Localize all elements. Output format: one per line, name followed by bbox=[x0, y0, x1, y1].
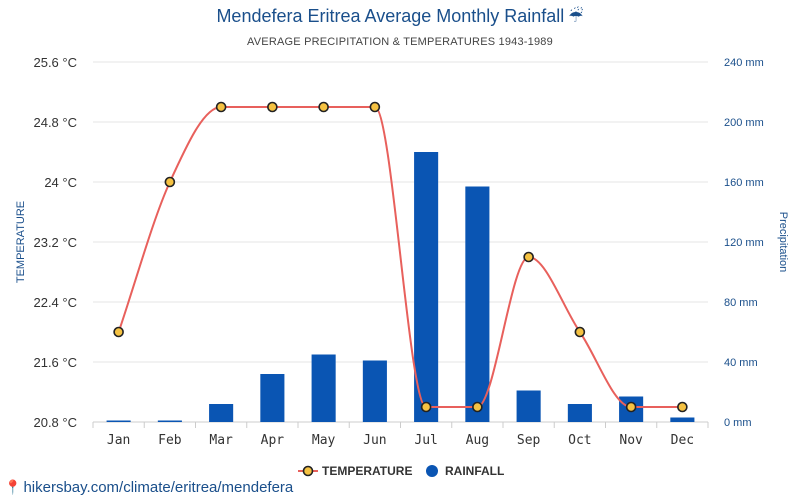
x-tick-label: Sep bbox=[517, 433, 541, 448]
left-tick-label: 24.8 °C bbox=[33, 115, 77, 130]
rainfall-bars bbox=[106, 152, 695, 422]
left-axis-title: TEMPERATURE bbox=[15, 201, 27, 283]
left-tick-label: 21.6 °C bbox=[33, 355, 77, 370]
temperature-point bbox=[267, 101, 278, 113]
rainfall-bar bbox=[414, 152, 439, 422]
grid-lines bbox=[92, 61, 709, 428]
chart-title: Mendefera Eritrea Average Monthly Rainfa… bbox=[0, 6, 800, 27]
rainfall-bar bbox=[209, 404, 234, 422]
chart-title-text: Mendefera Eritrea Average Monthly Rainfa… bbox=[216, 6, 565, 26]
axes: 25.6 °C 24.8 °C 24 °C 23.2 °C 22.4 °C 21.6 °C… bbox=[15, 55, 789, 448]
temperature-point bbox=[472, 401, 483, 413]
right-tick-label: 80 mm bbox=[724, 297, 758, 309]
umbrella-icon: ☔ bbox=[568, 7, 584, 26]
temperature-point bbox=[677, 401, 688, 413]
legend-temperature-label: TEMPERATURE bbox=[322, 464, 412, 478]
legend-rainfall-marker bbox=[426, 465, 438, 477]
x-tick-label: Aug bbox=[466, 433, 489, 448]
temperature-point bbox=[625, 401, 637, 413]
x-tick-label: May bbox=[312, 433, 336, 448]
rainfall-bar bbox=[260, 374, 285, 422]
source-link[interactable]: 📍 hikersbay.com/climate/eritrea/mendefera bbox=[4, 479, 293, 496]
x-tick-label: Jul bbox=[414, 433, 437, 448]
right-tick-label: 240 mm bbox=[724, 57, 764, 69]
temperature-point bbox=[523, 251, 534, 263]
location-pin-icon: 📍 bbox=[4, 479, 22, 495]
rainfall-bar bbox=[106, 420, 131, 422]
right-tick-label: 200 mm bbox=[724, 117, 764, 129]
x-tick-label: Mar bbox=[209, 433, 233, 448]
legend-temperature-marker bbox=[302, 465, 314, 477]
temperature-point bbox=[113, 326, 124, 338]
rainfall-bar bbox=[516, 390, 541, 422]
rainfall-bar bbox=[311, 354, 336, 422]
temperature-line bbox=[113, 101, 688, 413]
right-tick-label: 160 mm bbox=[724, 177, 764, 189]
temperature-point bbox=[318, 101, 329, 113]
chart-subtitle: AVERAGE PRECIPITATION & TEMPERATURES 194… bbox=[247, 36, 553, 48]
legend: TEMPERATURE RAINFALL bbox=[298, 464, 504, 478]
rainfall-bar bbox=[157, 420, 182, 422]
left-tick-label: 20.8 °C bbox=[33, 415, 77, 430]
temperature-point bbox=[369, 101, 381, 113]
rainfall-bar bbox=[465, 186, 490, 422]
left-tick-label: 22.4 °C bbox=[33, 295, 77, 310]
x-tick-label: Apr bbox=[261, 433, 285, 448]
temperature-point bbox=[215, 101, 227, 113]
x-tick-label: Jan bbox=[107, 433, 130, 448]
x-tick-label: Feb bbox=[158, 433, 182, 448]
source-link-text: hikersbay.com/climate/eritrea/mendefera bbox=[23, 479, 294, 496]
right-tick-label: 0 mm bbox=[724, 417, 752, 429]
right-tick-label: 120 mm bbox=[724, 237, 764, 249]
x-tick-label: Jun bbox=[363, 433, 386, 448]
rainfall-bar bbox=[670, 417, 695, 422]
left-tick-label: 25.6 °C bbox=[33, 55, 77, 70]
temperature-point bbox=[574, 326, 586, 338]
temperature-point bbox=[164, 176, 176, 188]
rainfall-bar bbox=[567, 404, 592, 422]
x-tick-label: Nov bbox=[619, 433, 643, 448]
x-tick-label: Oct bbox=[568, 433, 591, 448]
x-tick-label: Dec bbox=[671, 433, 694, 448]
left-tick-label: 23.2 °C bbox=[33, 235, 77, 250]
right-axis-title: Precipitation bbox=[777, 212, 789, 273]
temperature-point bbox=[420, 401, 432, 413]
right-tick-label: 40 mm bbox=[724, 357, 758, 369]
left-tick-label: 24 °C bbox=[44, 175, 77, 190]
legend-rainfall-label: RAINFALL bbox=[445, 464, 504, 478]
rainfall-bar bbox=[362, 360, 387, 422]
